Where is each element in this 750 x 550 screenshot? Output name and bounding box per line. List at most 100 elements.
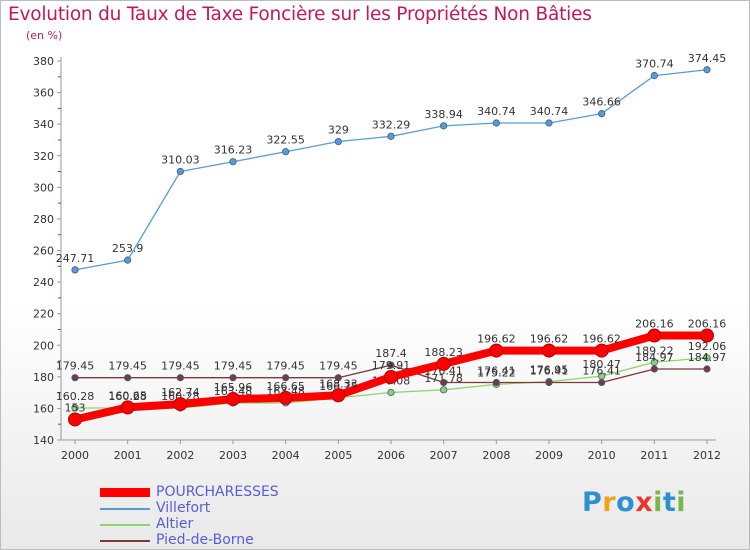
data-point: [650, 72, 658, 80]
logo-letter: i: [676, 487, 687, 518]
x-tick-label: 2011: [640, 449, 668, 462]
data-label: 184.97: [688, 351, 727, 364]
legend-swatch: [100, 524, 150, 526]
legend-label: Pied-de-Borne: [156, 532, 254, 548]
x-tick-label: 2009: [535, 449, 563, 462]
logo-letter: t: [662, 487, 677, 518]
data-point: [650, 365, 658, 373]
data-point: [387, 132, 395, 140]
data-label: 206.16: [635, 318, 674, 331]
data-point: [176, 374, 184, 382]
data-point: [229, 158, 237, 166]
data-label: 370.74: [635, 58, 674, 71]
data-point: [594, 343, 609, 358]
data-label: 329: [328, 124, 349, 137]
logo-letter: r: [602, 487, 617, 518]
legend-swatch: [100, 540, 150, 542]
legend-label: POURCHARESSES: [156, 484, 279, 500]
data-point: [440, 122, 448, 130]
data-label: 196.62: [582, 333, 621, 346]
y-tick-label: 320: [33, 150, 54, 163]
data-label: 160.65: [108, 389, 147, 402]
data-label: 196.62: [477, 333, 516, 346]
x-tick-label: 2012: [693, 449, 721, 462]
data-point: [229, 374, 237, 382]
x-tick-label: 2003: [219, 449, 247, 462]
data-point: [384, 369, 398, 384]
data-label: 162.74: [161, 386, 200, 399]
y-tick-label: 300: [33, 181, 54, 194]
data-label: 165.96: [214, 381, 253, 394]
data-point: [334, 137, 342, 146]
data-label: 187.4: [375, 347, 407, 360]
data-point: [124, 256, 132, 264]
data-point: [647, 328, 662, 343]
y-tick-label: 180: [33, 371, 54, 384]
data-point: [492, 119, 500, 127]
data-point: [492, 378, 500, 387]
data-point: [387, 361, 395, 369]
data-label: 179.45: [214, 360, 253, 373]
data-label: 180.47: [582, 358, 621, 371]
data-label: 175.22: [477, 366, 516, 379]
proxiti-logo: Proxiti: [582, 487, 686, 518]
x-tick-label: 2010: [588, 449, 616, 462]
x-tick-label: 2000: [61, 449, 89, 462]
data-label: 316.23: [214, 144, 253, 157]
data-point: [387, 388, 395, 397]
x-tick-label: 2002: [166, 449, 194, 462]
unit-label: (en %): [26, 29, 63, 42]
data-label: 192.06: [688, 340, 727, 353]
data-label: 179.45: [319, 360, 358, 373]
data-point: [68, 412, 82, 427]
data-point: [440, 386, 448, 394]
y-tick-label: 260: [33, 245, 54, 258]
data-label: 179.45: [56, 360, 95, 373]
data-point: [703, 66, 711, 74]
y-tick-label: 160: [33, 402, 54, 415]
data-label: 179.45: [161, 360, 200, 373]
data-point: [331, 388, 346, 403]
x-tick-label: 2006: [377, 449, 405, 462]
data-point: [173, 397, 188, 412]
data-point: [598, 378, 606, 387]
y-tick-label: 340: [33, 118, 54, 131]
data-label: 179.45: [108, 360, 147, 373]
data-label: 166.65: [266, 380, 305, 393]
y-tick-label: 380: [33, 55, 54, 68]
data-point: [440, 378, 448, 387]
y-tick-label: 240: [33, 276, 54, 289]
legend-swatch: [100, 508, 150, 510]
data-label: 340.74: [530, 105, 569, 118]
data-point: [71, 374, 79, 382]
data-label: 332.29: [372, 118, 411, 131]
y-tick-label: 220: [33, 308, 54, 321]
legend-label: Villefort: [156, 500, 211, 516]
data-label: 338.94: [424, 108, 463, 121]
logo-letter: o: [616, 487, 636, 518]
data-point: [71, 266, 79, 274]
series-pied-de-borne: 179.45 179.45 179.45 179.45 179.45 179.45 187.…: [56, 347, 727, 387]
y-tick-label: 360: [33, 87, 54, 100]
data-label: 188.23: [424, 346, 463, 359]
data-point: [120, 400, 135, 415]
data-label: 179.45: [266, 360, 305, 373]
data-label: 176.41: [477, 365, 516, 378]
data-point: [545, 119, 553, 127]
legend-label: Altier: [156, 516, 194, 532]
data-point: [436, 356, 451, 371]
data-point: [334, 374, 342, 382]
data-point: [176, 167, 184, 176]
data-point: [282, 148, 290, 156]
series-villefort: 247.71 253.9 310.03 316.23 322.55 329 332.29 33…: [56, 52, 726, 274]
data-label: 176.41: [530, 365, 569, 378]
data-label: 206.16: [688, 318, 727, 331]
legend-swatch: [100, 488, 150, 497]
data-label: 176.95: [530, 364, 569, 377]
data-label: 176.41: [582, 365, 621, 378]
data-label: 171.78: [424, 372, 463, 385]
data-point: [282, 374, 290, 382]
data-point: [598, 110, 606, 118]
x-tick-label: 2007: [430, 449, 458, 462]
